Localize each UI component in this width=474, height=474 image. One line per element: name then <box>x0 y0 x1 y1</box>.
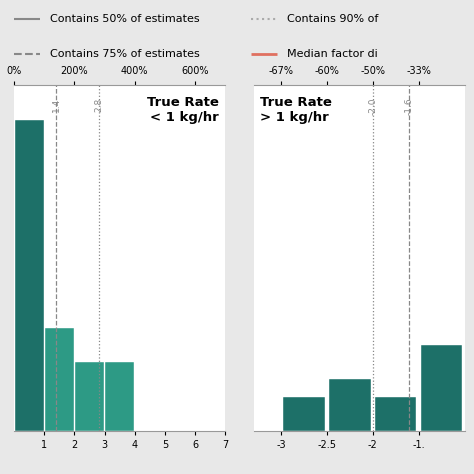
Text: Median factor di: Median factor di <box>287 49 377 59</box>
Text: -2.0: -2.0 <box>368 98 377 115</box>
Bar <box>75 362 104 431</box>
Bar <box>421 345 462 431</box>
Bar <box>375 397 416 431</box>
Text: 2.8: 2.8 <box>94 98 103 112</box>
Text: Contains 75% of estimates: Contains 75% of estimates <box>50 49 200 59</box>
Text: True Rate
< 1 kg/hr: True Rate < 1 kg/hr <box>147 96 219 124</box>
Text: True Rate
> 1 kg/hr: True Rate > 1 kg/hr <box>260 96 332 124</box>
Bar <box>105 362 135 431</box>
Bar <box>15 120 44 431</box>
Text: Contains 90% of: Contains 90% of <box>287 14 378 24</box>
Bar <box>329 379 371 431</box>
Text: Contains 50% of estimates: Contains 50% of estimates <box>50 14 200 24</box>
Bar <box>283 397 325 431</box>
Text: 1.4: 1.4 <box>52 98 61 112</box>
Text: -1.6: -1.6 <box>405 98 414 115</box>
Bar <box>45 328 74 431</box>
